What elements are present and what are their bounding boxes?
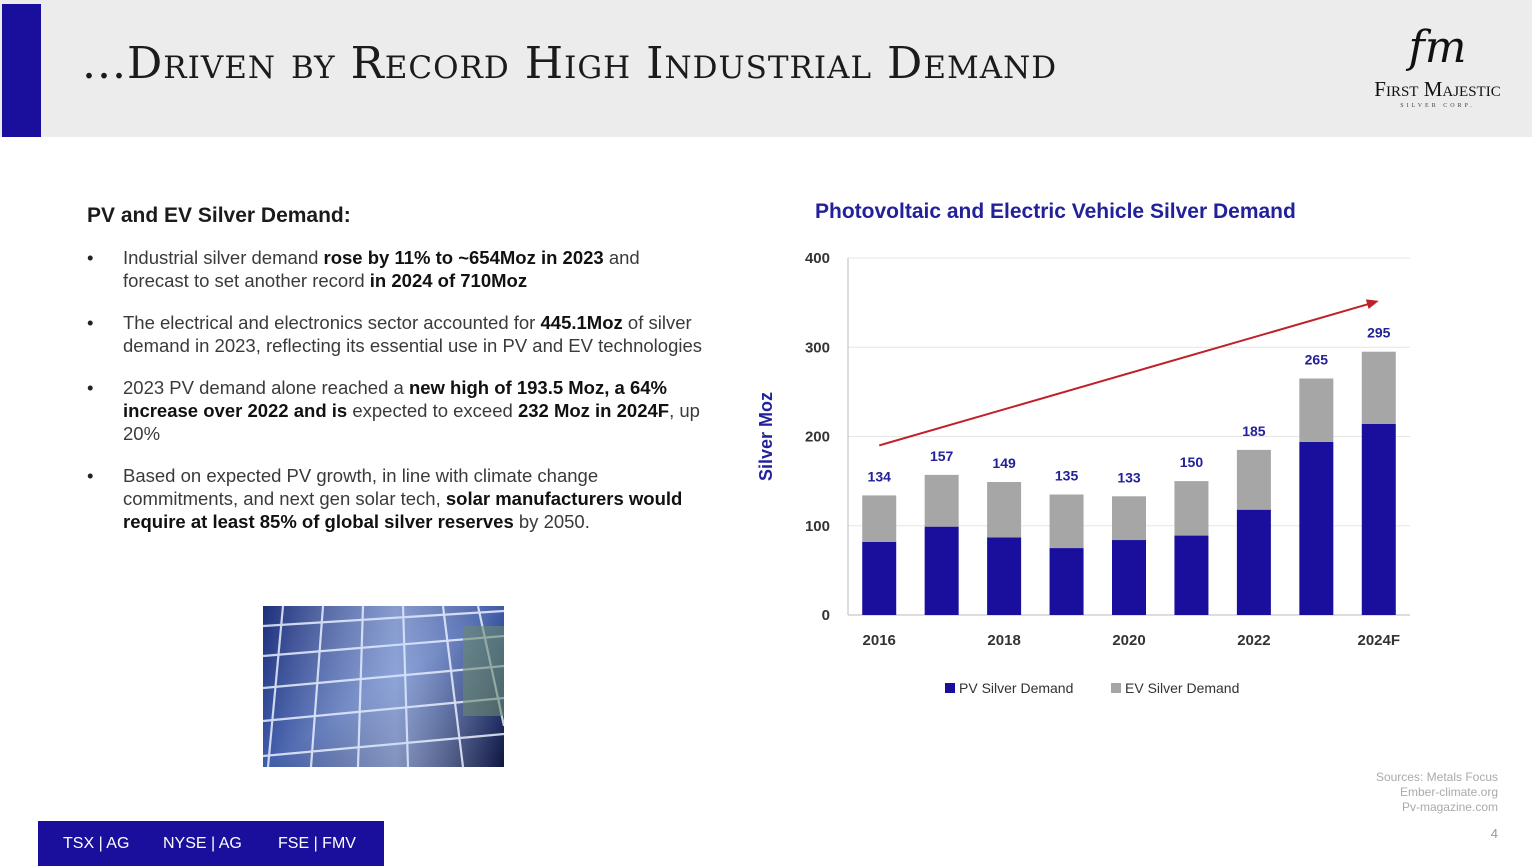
bar-pv: [862, 541, 897, 615]
logo-name: First Majestic: [1374, 77, 1501, 101]
slide-title: ...Driven by Record High Industrial Dema…: [82, 38, 1058, 89]
bar-ev: [924, 474, 959, 527]
legend-swatch-pv: [945, 683, 955, 693]
bar-pv: [1049, 548, 1084, 615]
section-heading: PV and EV Silver Demand:: [87, 204, 351, 227]
bar-ev: [1049, 494, 1084, 549]
bullet-text: by 2050.: [513, 511, 590, 532]
source-line: Sources: Metals Focus: [1375, 770, 1498, 784]
ticker-bar: TSX | AG NYSE | AG FSE | FMV: [38, 821, 384, 866]
data-label-total: 157: [930, 448, 954, 464]
legend-swatch-ev: [1111, 683, 1121, 693]
bar-pv: [1299, 441, 1334, 615]
bullet-bold: 232 Moz in 2024F: [517, 400, 670, 421]
chart-title: Photovoltaic and Electric Vehicle Silver…: [815, 200, 1296, 223]
bullet-item: • Industrial silver demand rose by 11% t…: [87, 246, 707, 292]
x-tick-label: 2020: [1112, 632, 1145, 649]
legend-label-pv: PV Silver Demand: [959, 680, 1073, 696]
data-label-total: 135: [1055, 468, 1079, 484]
bar-ev: [1112, 496, 1146, 541]
stacked-bar-chart: 0 100 200 300 400 Silver Moz 134 2016 157 149 2018…: [756, 250, 1410, 696]
data-label-total: 185: [1242, 423, 1266, 439]
bullet-text: Industrial silver demand: [123, 247, 324, 268]
sources-note: Sources: Metals Focus Ember-climate.org …: [1376, 770, 1498, 815]
page-number: 4: [1490, 826, 1498, 841]
bar-ev: [1361, 351, 1396, 425]
bullet-bold: in 2024 of 710Moz: [369, 270, 528, 291]
bar-ev: [987, 482, 1022, 538]
bar-pv: [1361, 424, 1396, 615]
bullet-bold: solar manufacturers would require at lea…: [123, 488, 683, 532]
y-tick-label: 0: [822, 607, 830, 624]
bullet-text: expected to exceed: [347, 400, 518, 421]
source-line: Ember-climate.org: [1399, 785, 1498, 799]
y-tick-label: 400: [805, 250, 830, 267]
data-label-total: 265: [1305, 351, 1329, 367]
bar-pv: [924, 526, 959, 615]
first-majestic-logo: fm First Majestic SILVER CORP.: [1355, 18, 1520, 128]
bullet-text: , up 20%: [123, 400, 700, 444]
bullet-text: The electrical and electronics sector ac…: [123, 312, 541, 333]
source-line: Pv-magazine.com: [1401, 800, 1498, 814]
y-tick-label: 200: [805, 429, 830, 446]
bullet-bold: new high of 193.5 Moz, a 64% increase ov…: [123, 377, 667, 421]
bullet-list: • Industrial silver demand rose by 11% t…: [87, 246, 707, 552]
bullet-icon: •: [87, 312, 94, 333]
bullet-bold: rose by 11% to ~654Moz in 2023: [323, 247, 604, 268]
ticker-fse: FSE | FMV: [278, 835, 356, 852]
x-tick-label: 2016: [863, 632, 896, 649]
y-tick-label: 100: [805, 518, 830, 535]
bullet-text: and forecast to set another record: [123, 247, 640, 291]
bar-ev: [862, 495, 897, 542]
legend-label-ev: EV Silver Demand: [1125, 680, 1239, 696]
data-label-total: 149: [992, 455, 1016, 471]
bar-ev: [1299, 378, 1334, 442]
bullet-text: Based on expected PV growth, in line wit…: [123, 465, 599, 509]
logo-subtitle: SILVER CORP.: [1400, 103, 1475, 109]
data-label-total: 134: [868, 468, 892, 484]
y-axis-label: Silver Moz: [756, 392, 776, 481]
bullet-item: • Based on expected PV growth, in line w…: [87, 464, 707, 533]
header: ...Driven by Record High Industrial Dema…: [0, 0, 1532, 137]
bar-pv: [987, 537, 1022, 615]
bullet-text: of silver demand in 2023, reflecting its…: [123, 312, 703, 356]
trend-arrow-head: [1365, 299, 1379, 309]
solar-panel-icon: [263, 606, 504, 767]
data-label-total: 295: [1367, 325, 1391, 341]
bullet-text: 2023 PV demand alone reached a: [123, 377, 409, 398]
y-tick-label: 300: [805, 339, 830, 356]
x-tick-label: 2018: [987, 632, 1020, 649]
ticker-nyse: NYSE | AG: [163, 835, 242, 852]
data-label-total: 133: [1117, 469, 1141, 485]
bullet-bold: 445.1Moz: [540, 312, 623, 333]
bullet-item: • The electrical and electronics sector …: [87, 311, 707, 357]
bar-pv: [1174, 535, 1209, 615]
logo-mark: fm: [1408, 22, 1467, 73]
bar-ev: [1236, 449, 1271, 510]
bar-ev: [1174, 481, 1209, 536]
ticker-tsx: TSX | AG: [63, 835, 130, 852]
data-label-total: 150: [1180, 454, 1204, 470]
trend-arrow-line: [878, 301, 1374, 447]
bar-pv: [1112, 540, 1146, 615]
bullet-item: • 2023 PV demand alone reached a new hig…: [87, 376, 707, 445]
bullet-icon: •: [87, 465, 94, 486]
x-tick-label: 2022: [1237, 632, 1270, 649]
bullet-icon: •: [87, 377, 94, 398]
header-accent-bar: [2, 4, 41, 137]
x-tick-label: 2024F: [1358, 632, 1401, 649]
solar-panel-photo: [263, 606, 504, 767]
bullet-icon: •: [87, 247, 94, 268]
bar-pv: [1236, 509, 1271, 615]
